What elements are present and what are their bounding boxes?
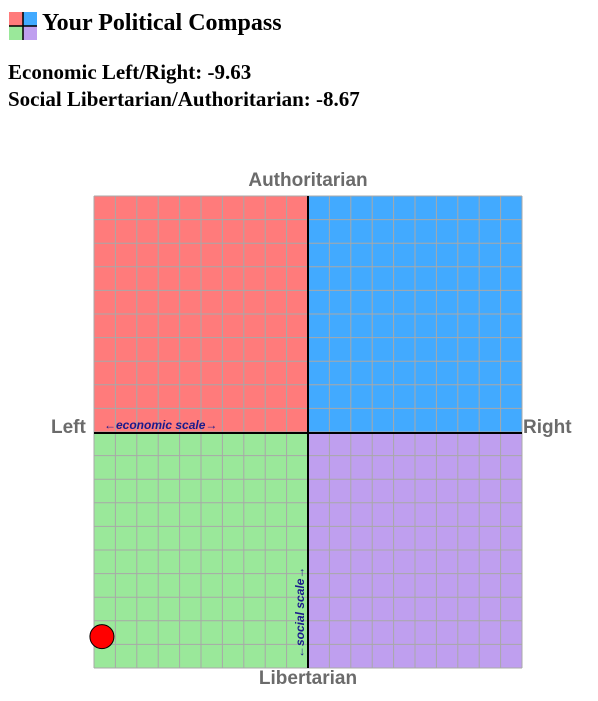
social-score: Social Libertarian/Authoritarian: -8.67 bbox=[8, 87, 360, 111]
page-title: Your Political Compass bbox=[42, 10, 282, 36]
compass-quadrant-icon bbox=[9, 12, 37, 40]
position-marker bbox=[89, 624, 115, 650]
authoritarian-label: Authoritarian bbox=[248, 170, 368, 191]
social-scale-label: ←social scale→ bbox=[293, 567, 307, 658]
left-label: Left bbox=[51, 417, 86, 438]
economic-score: Economic Left/Right: -9.63 bbox=[8, 60, 252, 84]
right-label: Right bbox=[523, 417, 572, 438]
economic-scale-label: ←economic scale→ bbox=[104, 418, 217, 432]
libertarian-label: Libertarian bbox=[258, 668, 358, 689]
